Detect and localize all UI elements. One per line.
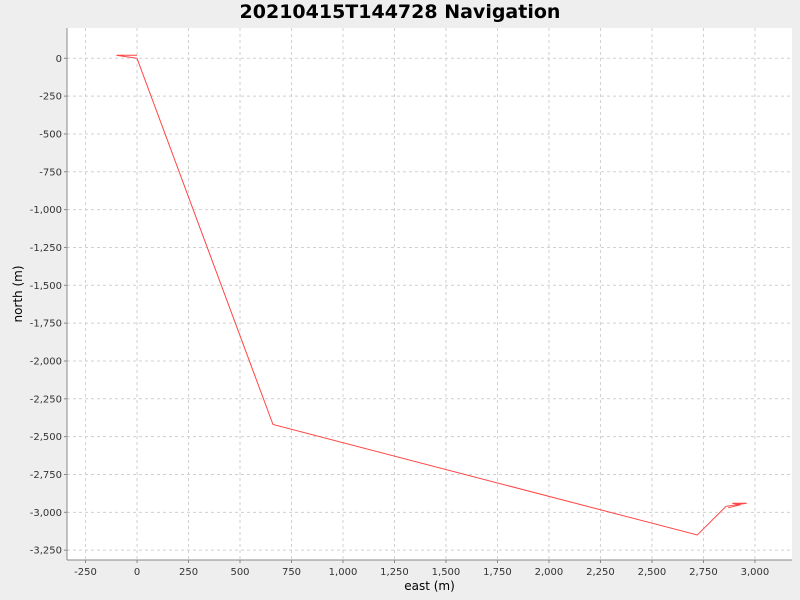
x-tick-label: 1,000 [329, 567, 358, 578]
x-tick-label: 2,750 [689, 567, 718, 578]
x-tick-label: 250 [179, 567, 198, 578]
y-tick-label: -1,000 [30, 205, 62, 216]
x-tick-label: 1,250 [380, 567, 409, 578]
x-tick-label: 1,750 [483, 567, 512, 578]
y-tick-label: -1,750 [30, 319, 62, 330]
chart-title: 20210415T144728 Navigation [239, 1, 561, 23]
series-line [116, 54, 747, 536]
y-tick-label: -3,250 [30, 546, 62, 557]
x-tick-label: 1,500 [432, 567, 461, 578]
x-tick-label: 2,500 [638, 567, 667, 578]
y-tick-label: -750 [39, 167, 62, 178]
y-tick-label: -1,500 [30, 281, 62, 292]
y-tick-label: -2,250 [30, 394, 62, 405]
y-tick-label: -2,750 [30, 470, 62, 481]
y-tick-label: 0 [56, 54, 62, 65]
y-tick-label: -500 [39, 129, 62, 140]
x-tick-label: 750 [282, 567, 301, 578]
x-tick-label: 2,250 [586, 567, 615, 578]
x-tick-label: 500 [230, 567, 249, 578]
x-axis-title: east (m) [404, 579, 455, 593]
y-tick-label: -250 [39, 92, 62, 103]
y-axis-title: north (m) [11, 265, 25, 322]
y-tick-label: -1,250 [30, 243, 62, 254]
x-tick-label: 2,000 [535, 567, 564, 578]
plot-area [67, 28, 792, 560]
axis-layer: -250 0 250 500 750 1,000 1,250 1,500 1,750 2,000 2… [30, 28, 792, 578]
grid-layer [67, 28, 792, 560]
y-tick-label: -3,000 [30, 508, 62, 519]
y-tick-label: -2,500 [30, 432, 62, 443]
x-tick-label: 0 [134, 567, 140, 578]
y-tick-label: -2,000 [30, 356, 62, 367]
x-tick-label: 3,000 [741, 567, 770, 578]
x-tick-label: -250 [74, 567, 97, 578]
series-layer [116, 54, 747, 536]
